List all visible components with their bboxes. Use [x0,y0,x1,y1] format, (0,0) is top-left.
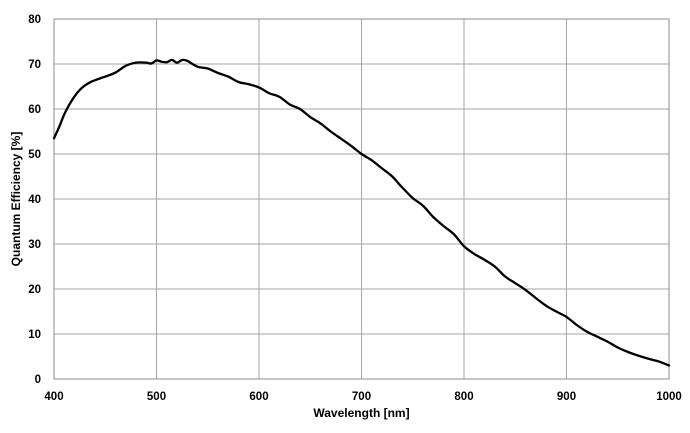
y-tick-label: 20 [28,284,41,296]
y-tick-label: 30 [28,239,41,251]
y-tick-label: 10 [28,329,41,341]
x-tick-label: 1000 [656,391,682,403]
x-axis-title: Wavelength [nm] [313,406,409,420]
x-tick-label: 800 [454,391,473,403]
y-axis-title: Quantum Efficiency [%] [9,132,23,267]
y-tick-label: 0 [35,374,41,386]
x-tick-label: 500 [147,391,166,403]
y-tick-label: 50 [28,149,41,161]
plot-area-frame [53,18,670,380]
y-tick-label: 40 [28,194,41,206]
y-tick-label: 60 [28,104,41,116]
y-tick-label: 70 [28,59,41,71]
x-tick-label: 600 [249,391,268,403]
y-tick-label: 80 [28,14,41,26]
x-tick-label: 700 [352,391,371,403]
series-layer [52,58,671,367]
x-tick-label: 400 [44,391,63,403]
y-axis-ticks: 0 10 20 30 40 50 60 70 80 [28,14,41,386]
x-tick-label: 900 [557,391,576,403]
quantum-efficiency-line [52,58,671,367]
x-axis-ticks: 400 500 600 700 800 900 1000 [44,391,681,403]
